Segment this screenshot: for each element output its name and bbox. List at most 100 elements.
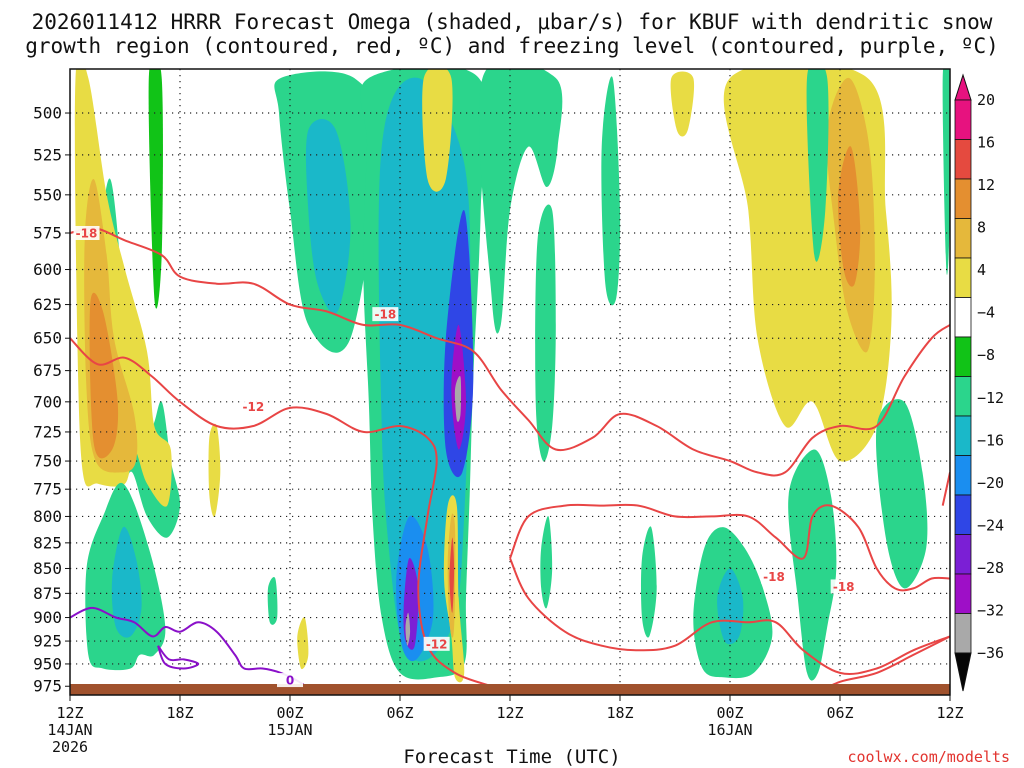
colorbar-label: −4 bbox=[977, 304, 995, 322]
contour-label: -12 bbox=[242, 400, 264, 414]
y-tick-label: 875 bbox=[33, 584, 62, 603]
contour-label-bg bbox=[830, 579, 857, 594]
colorbar-label: −20 bbox=[977, 474, 1004, 492]
omega-region-low-rising-a-core bbox=[111, 526, 142, 638]
contour-label-bg bbox=[372, 307, 399, 322]
contour-label-bg bbox=[277, 673, 303, 688]
y-tick-label: 575 bbox=[33, 223, 62, 242]
y-tick-label: 700 bbox=[33, 392, 62, 411]
colorbar-label: 12 bbox=[977, 176, 995, 194]
colorbar-segment bbox=[954, 573, 972, 614]
contour-label-bg bbox=[240, 399, 267, 414]
colorbar-segment bbox=[954, 257, 972, 298]
contour-label: -18 bbox=[374, 308, 396, 322]
x-tick-date-label: 14JAN bbox=[47, 721, 92, 739]
contour-label: -18 bbox=[763, 570, 785, 584]
colorbar-segment bbox=[954, 218, 972, 259]
x-tick-label: 12Z bbox=[936, 704, 963, 722]
x-tick-label: 00Z bbox=[276, 704, 303, 722]
omega-region-upper-jet-peak bbox=[454, 375, 462, 422]
y-tick-label: 925 bbox=[33, 632, 62, 651]
contour-label-bg bbox=[73, 225, 100, 240]
y-tick-label: 950 bbox=[33, 654, 62, 673]
contour-label-bg bbox=[761, 569, 787, 584]
y-tick-label: 825 bbox=[33, 533, 62, 552]
colorbar-segment bbox=[954, 139, 972, 180]
dgz-contour bbox=[70, 227, 950, 477]
x-axis-title: Forecast Time (UTC) bbox=[403, 746, 621, 768]
credit-link[interactable]: coolwx.com/modelts bbox=[847, 748, 1010, 766]
y-tick-label: 975 bbox=[33, 677, 62, 696]
omega-region-strip-sink-upper bbox=[422, 69, 453, 192]
colorbar-label: −36 bbox=[977, 644, 1004, 662]
colorbar-segment bbox=[954, 178, 972, 219]
y-tick-label: 600 bbox=[33, 260, 62, 279]
colorbar-label: 16 bbox=[977, 134, 995, 152]
x-tick-label: 06Z bbox=[826, 704, 853, 722]
y-tick-label: 650 bbox=[33, 329, 62, 348]
colorbar-label: 8 bbox=[977, 219, 986, 237]
colorbar-label: −16 bbox=[977, 431, 1004, 449]
colorbar-segment bbox=[954, 336, 972, 377]
colorbar-label: −28 bbox=[977, 559, 1004, 577]
freezing-level-contour bbox=[70, 606, 319, 695]
y-tick-label: 675 bbox=[33, 361, 62, 380]
y-tick-label: 500 bbox=[33, 104, 62, 123]
colorbar-segment bbox=[954, 376, 972, 417]
omega-region-late-low-rising-core bbox=[717, 568, 744, 645]
omega-region-late-right-rising bbox=[942, 69, 950, 275]
colorbar-label: −32 bbox=[977, 602, 1004, 620]
omega-region-small-sink-b bbox=[297, 617, 309, 670]
y-tick-label: 725 bbox=[33, 422, 62, 441]
omega-region-late-mid-rising-b bbox=[875, 399, 928, 589]
x-tick-label: 18Z bbox=[606, 704, 633, 722]
y-tick-label: 525 bbox=[33, 145, 62, 164]
contour-label: -18 bbox=[833, 580, 855, 594]
contour-label: -12 bbox=[426, 637, 448, 651]
contour-label: 0 bbox=[286, 674, 294, 688]
y-tick-label: 750 bbox=[33, 452, 62, 471]
omega-region-late-sink-core bbox=[837, 146, 861, 287]
omega-region-small-rise-a bbox=[267, 576, 278, 625]
dgz-contour bbox=[812, 635, 950, 695]
colorbar-label: −12 bbox=[977, 389, 1004, 407]
x-tick-label: 12Z bbox=[56, 704, 83, 722]
ground-surface bbox=[70, 684, 950, 695]
y-tick-label: 850 bbox=[33, 559, 62, 578]
omega-region-low-jet-peak bbox=[405, 612, 411, 646]
colorbar-segment bbox=[954, 297, 972, 338]
x-tick-label: 00Z bbox=[716, 704, 743, 722]
y-tick-label: 775 bbox=[33, 480, 62, 499]
x-tick-label: 12Z bbox=[496, 704, 523, 722]
colorbar-label: 20 bbox=[977, 91, 995, 109]
y-tick-label: 800 bbox=[33, 507, 62, 526]
colorbar-top-arrow bbox=[954, 73, 972, 101]
x-tick-label: 06Z bbox=[386, 704, 413, 722]
dgz-contour bbox=[509, 503, 950, 592]
x-tick-label: 18Z bbox=[166, 704, 193, 722]
omega-region-early-sink-peak bbox=[89, 292, 119, 459]
contour-label: -18 bbox=[76, 226, 98, 240]
colorbar-bottom-arrow bbox=[954, 652, 972, 692]
omega-region-mid-rising-col-a bbox=[535, 204, 556, 462]
colorbar-segment bbox=[954, 534, 972, 575]
omega-region-col-c bbox=[640, 526, 657, 638]
omega-region-late-mid-rising bbox=[788, 449, 837, 681]
dgz-contour bbox=[509, 557, 950, 676]
chart-title-line-2: growth region (contoured, red, ºC) and f… bbox=[25, 34, 999, 58]
x-tick-date-label: 16JAN bbox=[707, 721, 752, 739]
x-tick-year-label: 2026 bbox=[52, 738, 88, 756]
freezing-level-contour bbox=[157, 645, 200, 670]
omega-region-upper-rising-west-core bbox=[305, 118, 351, 314]
omega-region-mid-sink-patch bbox=[670, 71, 695, 137]
dgz-contour bbox=[70, 337, 493, 688]
colorbar-segment bbox=[954, 613, 972, 654]
omega-region-small-sink-a bbox=[208, 423, 221, 518]
chart-title-line-1: 2026011412 HRRR Forecast Omega (shaded, … bbox=[31, 10, 993, 34]
omega-region-upper-rising-east bbox=[806, 69, 829, 262]
omega-region-strip-upper bbox=[148, 69, 163, 309]
colorbar-segment bbox=[954, 99, 972, 140]
omega-region-down-plume-core bbox=[449, 537, 455, 613]
omega-region-mid-rising-east bbox=[479, 69, 563, 334]
